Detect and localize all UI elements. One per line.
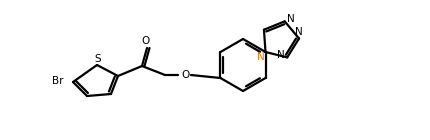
Text: Br: Br: [52, 76, 64, 86]
Text: N: N: [257, 52, 264, 62]
Text: N: N: [277, 50, 285, 60]
Text: O: O: [181, 70, 189, 80]
Text: N: N: [287, 14, 295, 24]
Text: S: S: [95, 54, 101, 64]
Text: O: O: [142, 36, 150, 46]
Text: N: N: [295, 27, 303, 38]
